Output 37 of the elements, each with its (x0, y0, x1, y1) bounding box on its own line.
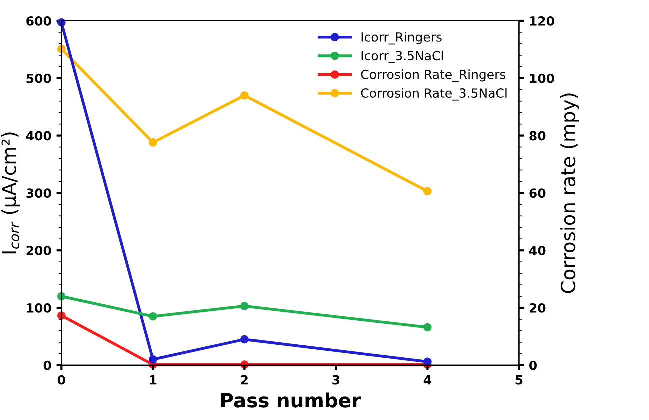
x-tick-label: 2 (241, 375, 248, 385)
y2-tick-label: 20 (530, 303, 546, 313)
point (148, 138, 158, 147)
x-tick-label: 1 (150, 376, 157, 385)
point (148, 355, 158, 364)
point (240, 302, 249, 310)
x-tick-label: 3 (332, 375, 340, 385)
x-tick-label: 0 (58, 375, 66, 385)
legend-label: Corrosion Rate_Ringers (361, 70, 506, 82)
y-tick-label: 600 (26, 16, 52, 26)
y-tick-label: 500 (26, 74, 52, 84)
y2-tick-label: 40 (529, 246, 546, 256)
legend-label: Corrosion Rate_3.5NaCl (361, 88, 507, 101)
y-tick-label: 400 (26, 131, 52, 141)
x-tick-label: 4 (424, 376, 432, 385)
point (240, 335, 249, 344)
y-axis-title: I$_{corr}$ (μA/cm²) (1, 132, 20, 254)
y2-axis-title: Corrosion rate (mpy) (560, 94, 580, 294)
point (148, 312, 158, 321)
x-tick-label: 5 (516, 376, 523, 385)
y2-tick-label: 80 (530, 131, 546, 141)
point (424, 323, 432, 332)
y2-tick-label: 60 (530, 188, 546, 198)
point (424, 358, 432, 366)
y2-tick-label: 0 (530, 360, 538, 370)
y-tick-label: 0 (44, 360, 52, 370)
y-tick-label: 200 (26, 246, 52, 256)
legend-label: Icorr_Ringers (362, 32, 442, 45)
legend-label: Icorr_3.5NaCl (362, 50, 444, 64)
point (240, 91, 249, 100)
point (424, 187, 432, 196)
y-tick-label: 100 (27, 303, 52, 313)
y2-tick-label: 120 (530, 16, 554, 26)
x-axis-title: Pass number (222, 392, 362, 408)
y2-tick-label: 100 (530, 74, 554, 84)
y-tick-label: 300 (26, 188, 52, 198)
point (57, 292, 66, 301)
